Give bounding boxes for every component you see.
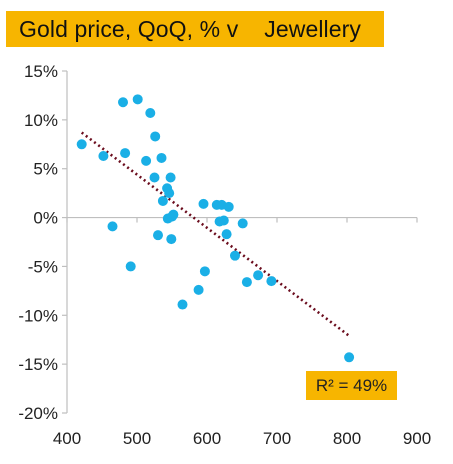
y-tick-label: 0% bbox=[33, 209, 58, 228]
scatter-point bbox=[230, 250, 240, 261]
scatter-point bbox=[141, 155, 152, 166]
scatter-point bbox=[145, 108, 156, 119]
scatter-point bbox=[120, 148, 131, 159]
trendline-layer bbox=[80, 131, 350, 337]
scatter-point bbox=[168, 209, 179, 220]
trendline bbox=[80, 131, 350, 337]
y-tick-label: 5% bbox=[33, 160, 58, 179]
y-tick-label: -15% bbox=[18, 355, 58, 374]
scatter-point bbox=[198, 198, 209, 209]
scatter-point bbox=[150, 131, 161, 142]
scatter-point bbox=[118, 97, 128, 108]
scatter-point bbox=[221, 229, 232, 240]
scatter-point bbox=[132, 94, 143, 105]
y-tick-label: -5% bbox=[28, 257, 58, 276]
annotation-layer: R² = 49% bbox=[306, 371, 397, 400]
scatter-point bbox=[253, 270, 264, 281]
x-tick-label: 900 bbox=[403, 429, 431, 448]
scatter-point bbox=[223, 201, 234, 212]
x-tick-label: 700 bbox=[263, 429, 291, 448]
scatter-point bbox=[157, 195, 168, 206]
tick-labels: 15% 10% 5% 0% -5% -10% -15% -20% 400 500 600 700 800… bbox=[18, 62, 431, 448]
scatter-point bbox=[241, 277, 252, 288]
scatter-point bbox=[199, 266, 210, 277]
r2-annotation-box bbox=[306, 371, 397, 400]
scatter-point bbox=[218, 215, 229, 226]
x-tick-label: 500 bbox=[123, 429, 151, 448]
scatter-point bbox=[149, 172, 160, 183]
scatter-point bbox=[344, 352, 355, 363]
scatter-point bbox=[266, 276, 277, 287]
scatter-point bbox=[153, 230, 163, 241]
y-tick-label: -20% bbox=[18, 404, 58, 423]
scatter-point bbox=[166, 234, 177, 245]
x-tick-label: 600 bbox=[193, 429, 221, 448]
scatter-point bbox=[156, 152, 167, 163]
y-tick-label: 15% bbox=[24, 62, 58, 81]
scatter-point bbox=[164, 188, 175, 199]
scatter-point bbox=[98, 151, 109, 162]
scatter-point bbox=[237, 218, 248, 229]
scatter-point bbox=[177, 299, 188, 310]
y-tick-label: 10% bbox=[24, 111, 58, 130]
chart-title: Gold price, QoQ, % v Jewellery bbox=[6, 11, 384, 47]
scatter-point bbox=[125, 261, 136, 272]
scatter-point bbox=[193, 284, 204, 295]
scatter-point bbox=[107, 221, 118, 232]
r2-annotation-label: R² = 49% bbox=[316, 376, 387, 395]
y-tick-label: -10% bbox=[18, 306, 58, 325]
scatter-point bbox=[165, 172, 176, 183]
x-tick-label: 400 bbox=[53, 429, 81, 448]
x-tick-label: 800 bbox=[333, 429, 361, 448]
data-points bbox=[76, 94, 355, 363]
scatter-point bbox=[76, 139, 87, 150]
axes bbox=[62, 70, 418, 414]
